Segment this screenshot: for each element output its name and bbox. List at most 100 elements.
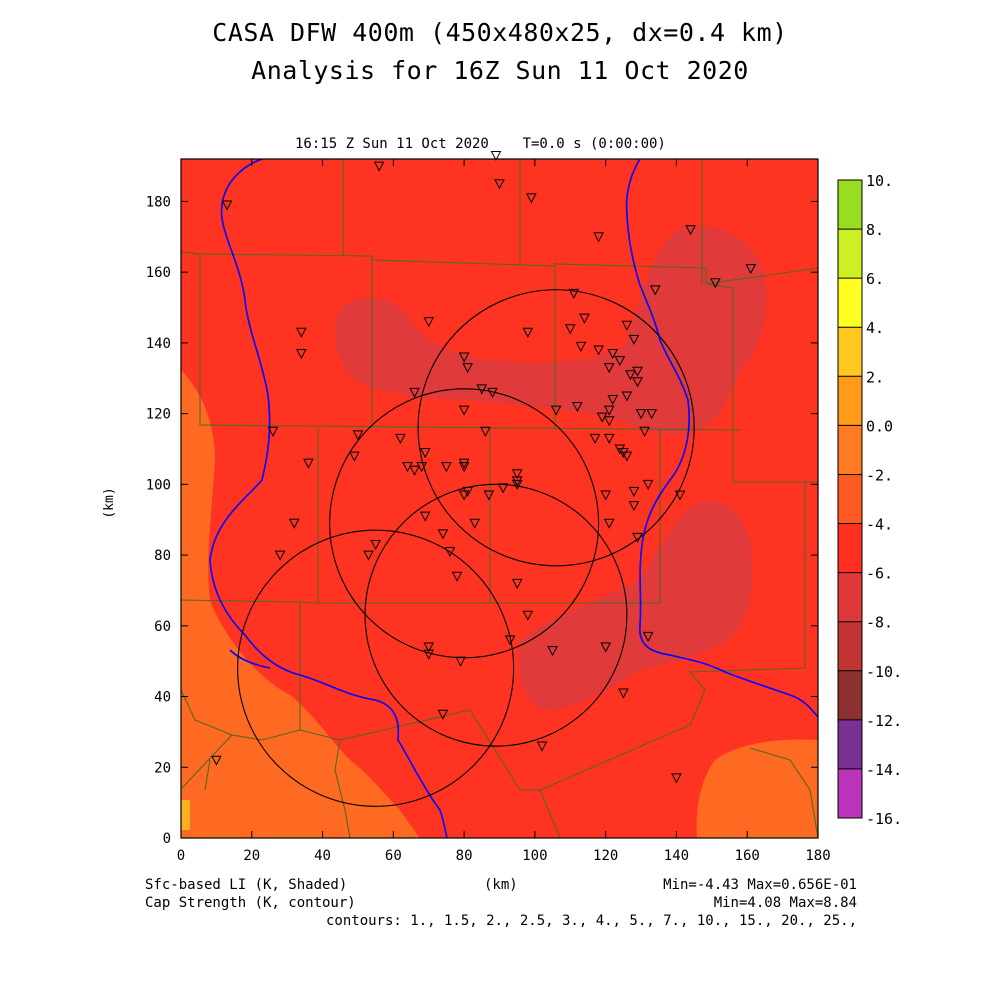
station-marker [409,387,420,398]
colorbar-swatch [838,474,862,524]
colorbar-label: 6. [866,270,884,288]
station-marker [526,193,537,204]
station-marker [593,345,604,356]
contour-min-max: Min=4.08 Max=8.84 [713,895,857,911]
station-marker [674,490,686,501]
station-marker [614,356,626,367]
colorbar-swatch [838,425,862,475]
li-cold-region-southeast [519,500,753,711]
station-marker [455,656,466,667]
x-tick-label: 40 [314,848,331,864]
colorbar-swatch [838,229,862,279]
radar-ring-1 [417,289,695,567]
x-tick-label: 20 [243,848,260,864]
colorbar-swatch [838,572,862,622]
station-marker [572,402,583,413]
y-axis-label: (km) [102,487,117,518]
station-marker [494,179,505,190]
station-marker [274,550,286,561]
station-marker [621,451,633,462]
station-marker [628,334,640,345]
station-marker [395,433,406,444]
colorbar-label: 8. [866,221,884,239]
colorbar-label: 10. [866,172,893,190]
y-tick-label: 100 [146,477,171,493]
station-marker [462,363,473,374]
colorbar-swatch [838,327,862,377]
station-marker [288,518,300,529]
station-marker [685,225,696,236]
station-marker [649,285,661,296]
station-marker [458,405,470,416]
station-marker [607,349,619,360]
station-marker [469,518,481,529]
radar-rings [237,289,695,807]
station-marker [476,384,488,395]
station-marker [416,462,427,473]
station-marker [642,631,654,642]
station-marker [267,426,279,437]
station-marker [589,433,601,444]
chart-title: CASA DFW 400m (450x480x25, dx=0.4 km) [212,18,788,47]
colorbar-swatch [838,278,862,328]
station-marker [349,451,360,462]
shaded-field-label: Sfc-based LI (K, Shaded) [145,877,348,893]
station-marker [295,327,307,338]
station-marker [409,465,420,476]
colorbar-swatch [838,621,862,671]
li-warm-region-southeast [696,739,818,838]
station-marker [596,412,608,423]
station-marker [441,462,452,473]
county-boundaries [181,159,818,838]
station-marker [621,320,633,331]
station-marker [487,387,498,398]
station-marker [423,649,435,660]
y-tick-label: 180 [146,194,171,210]
station-marker [745,264,757,275]
station-marker [402,462,413,473]
li-warm-region-southwest [181,370,420,838]
station-marker [511,469,523,480]
x-tick-label: 0 [177,848,185,864]
colorbar-label: -2. [866,466,893,484]
map-frame [180,158,819,839]
station-marker [497,483,509,494]
station-marker [614,444,626,455]
y-tick-label: 120 [146,407,171,423]
station-marker [603,405,615,416]
contour-levels: contours: 1., 1.5, 2., 2.5, 3., 4., 5., … [325,913,857,929]
x-axis: 0 20 40 60 80 100 120 140 160 180 [177,159,831,864]
station-marker [451,571,463,582]
station-marker [352,430,364,441]
station-marker [536,741,548,752]
station-marker [419,511,431,522]
station-marker [600,490,611,501]
y-tick-label: 40 [154,690,171,706]
station-marker [579,313,590,324]
station-marker [607,394,619,406]
y-tick-label: 140 [146,336,171,352]
station-marker [511,578,523,589]
station-marker [211,755,222,766]
station-marker [710,278,721,289]
station-marker [504,635,516,646]
station-marker [295,349,307,360]
station-marker [458,352,470,363]
station-marker [373,161,385,172]
station-marker [603,363,615,374]
plot-time-label: 16:15 Z Sun 11 Oct 2020 T=0.0 s (0:00:00… [295,136,666,152]
station-marker [423,642,435,653]
y-tick-label: 80 [154,548,171,564]
x-axis-label: (km) [484,877,518,893]
station-marker [363,550,374,561]
colorbar-swatch [838,376,862,426]
station-marker [628,486,640,497]
station-marker [618,448,629,459]
x-tick-label: 180 [805,848,830,864]
station-marker [603,518,615,529]
station-marker [603,416,615,427]
station-marker [462,486,473,497]
colorbar-swatch [838,180,862,230]
station-marker [621,391,633,402]
station-marker [550,405,562,416]
